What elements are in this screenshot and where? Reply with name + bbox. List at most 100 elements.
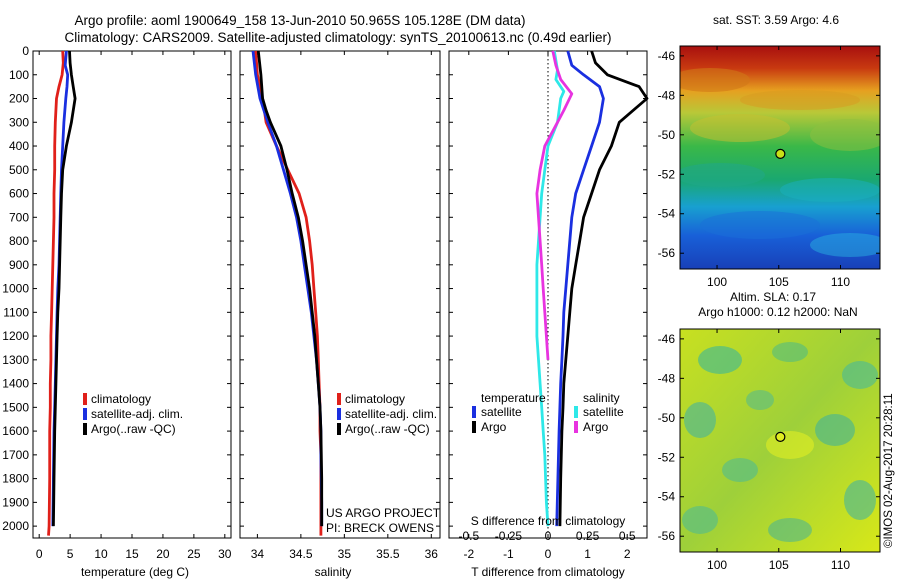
salinity-xlabel: salinity [315, 565, 352, 579]
lon-tick-label: 105 [769, 558, 789, 572]
sst-map-frame [679, 45, 881, 270]
depth-tick-label: 700 [9, 210, 29, 224]
legend-label-satellite: satellite-adj. clim. [345, 407, 437, 421]
temperature-legend: climatology satellite-adj. clim. Argo(..… [83, 392, 183, 436]
top-tick-label: -0.25 [495, 529, 523, 543]
series-line-argo-raw-qc- [256, 50, 324, 527]
legend-swatch-temperature-satellite [472, 406, 476, 418]
difference-top-axis-label: S difference from climatology [471, 514, 626, 528]
depth-tick-label: 800 [9, 234, 29, 248]
x-tick-label: 25 [187, 547, 201, 561]
lat-tick-label: -56 [658, 529, 676, 543]
sla-map-title: Altim. SLA: 0.17 [730, 290, 816, 304]
lat-tick-label: -50 [658, 128, 676, 142]
sla-map-panel: Altim. SLA: 0.17 Argo h1000: 0.12 h2000:… [658, 290, 881, 572]
difference-xlabel: T difference from climatology [471, 565, 625, 579]
lon-tick-label: 100 [707, 275, 727, 289]
legend-label-climatology: climatology [91, 392, 151, 406]
series-line-argo-raw-qc- [52, 50, 77, 527]
x-tick-label: 35.5 [376, 547, 400, 561]
depth-tick-label: 1700 [2, 448, 29, 462]
sst-map-panel: sat. SST: 3.59 Argo: 4.6 -46 -48 -50 -52 -54… [658, 13, 881, 289]
lon-tick-label: 110 [831, 558, 850, 572]
lat-tick-label: -48 [658, 371, 676, 385]
x-tick-label: 15 [125, 547, 139, 561]
legend-label-temperature-argo: Argo [481, 420, 507, 434]
x-tick-label: 1 [584, 547, 591, 561]
temperature-plot-frame [32, 50, 232, 539]
figure-title-line1: Argo profile: aoml 1900649_158 13-Jun-20… [74, 13, 525, 28]
series-line-temperature-satellite [555, 50, 605, 527]
lat-tick-label: -52 [658, 167, 676, 181]
legend-swatch-satellite [337, 408, 341, 420]
lat-tick-label: -54 [658, 490, 676, 504]
top-tick-label: 0.5 [619, 529, 636, 543]
legend-swatch-satellite [83, 408, 87, 420]
lat-tick-label: -56 [658, 246, 676, 260]
legend-swatch-salinity-argo [574, 421, 578, 433]
depth-tick-label: 1600 [2, 424, 29, 438]
depth-tick-label: 100 [9, 68, 29, 82]
depth-tick-label: 0 [22, 44, 29, 58]
legend-title-salinity: salinity [583, 391, 620, 405]
temperature-panel: 0100200300400500600700800900100011001200… [2, 44, 232, 579]
x-tick-label: 34.5 [289, 547, 313, 561]
legend-swatch-climatology [337, 393, 341, 405]
lat-tick-label: -52 [658, 450, 676, 464]
legend-label-salinity-satellite: satellite [583, 405, 624, 419]
depth-tick-label: 1900 [2, 495, 29, 509]
legend-swatch-climatology [83, 393, 87, 405]
credit-pi: PI: BRECK OWENS [326, 521, 434, 535]
depth-tick-label: 600 [9, 187, 29, 201]
x-tick-label: 20 [156, 547, 170, 561]
depth-tick-label: 1800 [2, 472, 29, 486]
x-tick-label: 35 [338, 547, 352, 561]
depth-tick-label: 1000 [2, 282, 29, 296]
salinity-legend: climatology satellite-adj. clim. Argo(..… [337, 392, 437, 436]
x-tick-label: 2 [624, 547, 631, 561]
depth-tick-label: 400 [9, 139, 29, 153]
sst-map-title: sat. SST: 3.59 Argo: 4.6 [713, 13, 839, 27]
salinity-panel: 34 34.5 35 35.5 36 salinity climatology sate… [239, 50, 441, 579]
top-tick-label: -0.5 [458, 529, 479, 543]
legend-swatch-temperature-argo [472, 421, 476, 433]
depth-tick-label: 300 [9, 115, 29, 129]
argo-location-marker [775, 431, 786, 442]
x-tick-label: 34 [251, 547, 265, 561]
depth-tick-label: 1300 [2, 353, 29, 367]
depth-tick-label: 1100 [3, 305, 29, 319]
x-tick-label: 36 [425, 547, 439, 561]
top-tick-label: 0 [545, 529, 552, 543]
legend-label-argo: Argo(..raw -QC) [91, 422, 176, 436]
series-line-climatology [47, 50, 65, 536]
x-tick-label: 0 [36, 547, 43, 561]
depth-tick-label: 500 [9, 163, 29, 177]
sla-map-frame [679, 328, 881, 553]
x-tick-label: 0 [545, 547, 552, 561]
legend-label-salinity-argo: Argo [583, 420, 609, 434]
top-tick-label: 0.25 [576, 529, 600, 543]
argo-location-marker [775, 148, 786, 159]
depth-tick-label: 1500 [2, 400, 29, 414]
x-tick-label: 5 [67, 547, 74, 561]
legend-label-climatology: climatology [345, 392, 405, 406]
temperature-xlabel: temperature (deg C) [81, 565, 189, 579]
legend-label-temperature-satellite: satellite [481, 405, 522, 419]
series-line-temperature-argo [558, 50, 649, 527]
legend-swatch-salinity-satellite [574, 406, 578, 418]
lat-tick-label: -54 [658, 207, 676, 221]
depth-tick-label: 2000 [2, 519, 29, 533]
imos-stamp: ©IMOS 02-Aug-2017 20:28:11 [883, 393, 895, 548]
lat-tick-label: -46 [658, 49, 676, 63]
legend-title-temperature: temperature [481, 391, 546, 405]
legend-swatch-argo [337, 423, 341, 435]
legend-label-satellite: satellite-adj. clim. [91, 407, 183, 421]
difference-legend: temperature satellite Argo salinity sate… [472, 391, 624, 434]
lon-tick-label: 105 [769, 275, 789, 289]
lat-tick-label: -48 [658, 88, 676, 102]
lon-tick-label: 100 [707, 558, 727, 572]
x-tick-label: 10 [94, 547, 108, 561]
depth-tick-label: 1200 [2, 329, 29, 343]
credit-project: US ARGO PROJECT [326, 506, 441, 520]
